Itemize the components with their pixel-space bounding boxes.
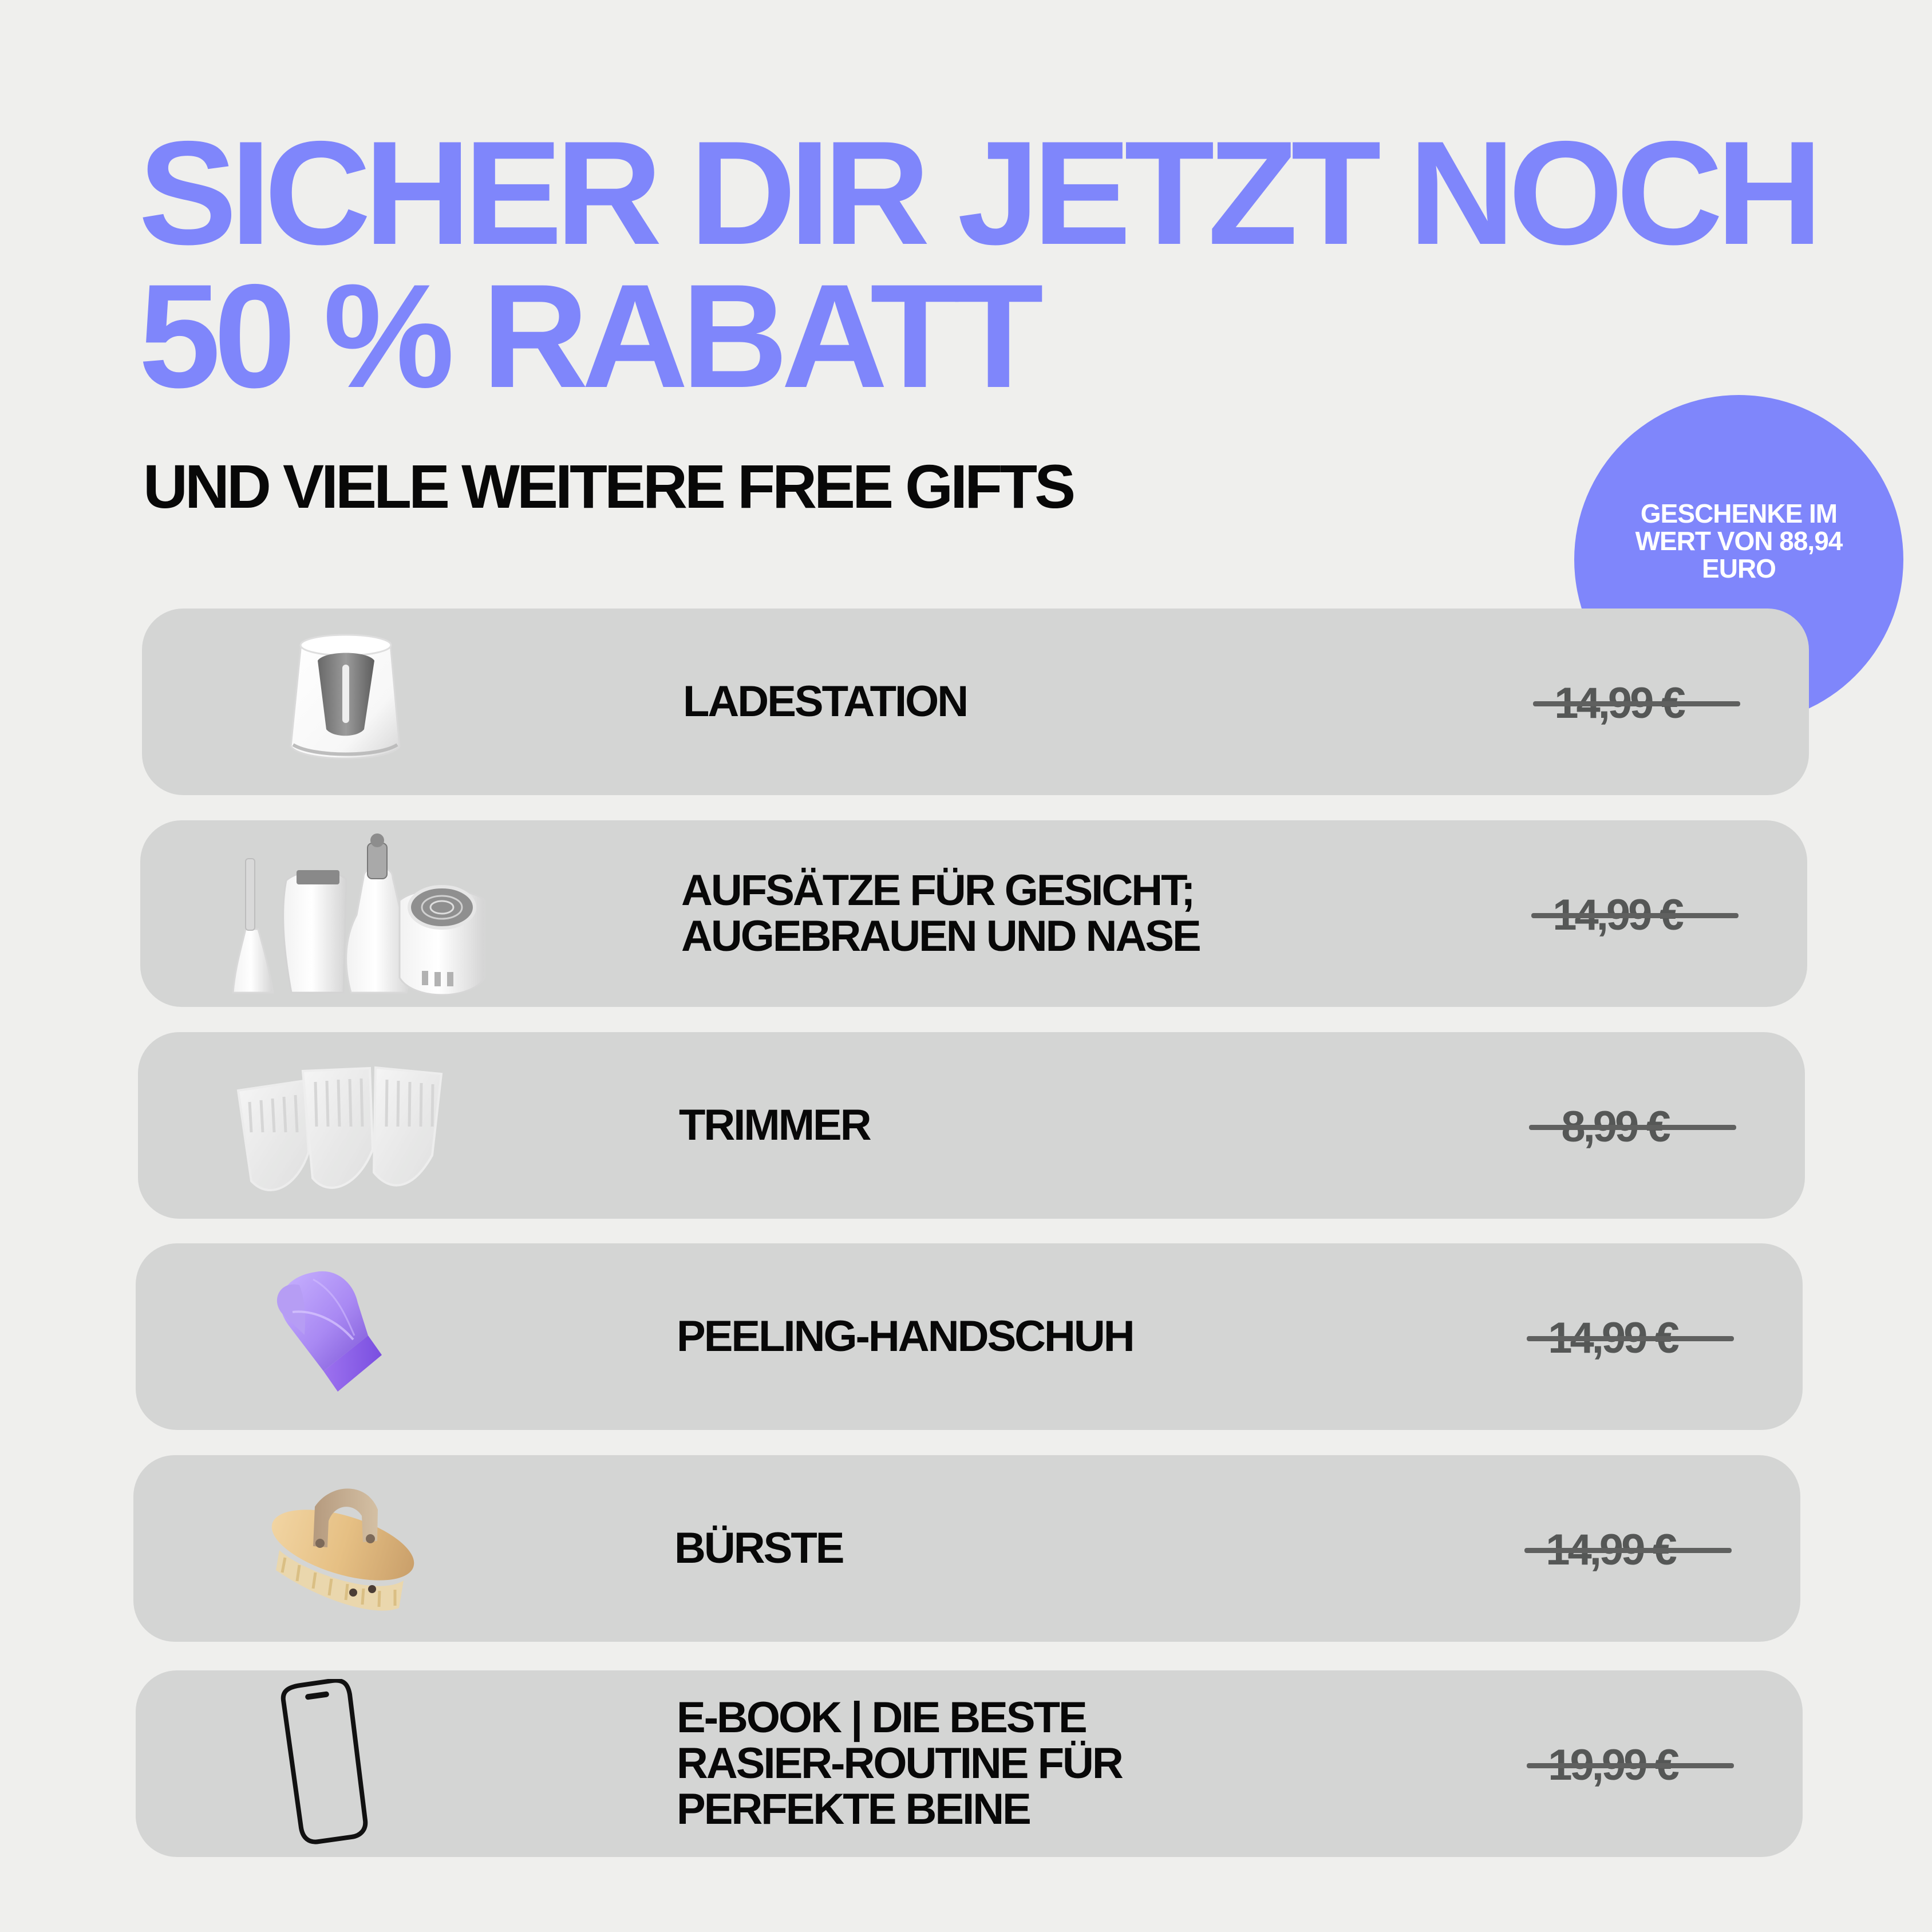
charging-station-icon (211, 617, 497, 787)
price-strikethrough (1533, 701, 1740, 706)
headline-line-1: SICHER DIR JETZT NOCH (139, 110, 1823, 275)
smartphone-icon (204, 1679, 491, 1848)
gift-original-price: 14,99 € (1531, 887, 1743, 944)
brush-icon (202, 1464, 488, 1633)
gift-row-attachments: AUFSÄTZE FÜR GESICHT; AUGEBRAUEN UND NAS… (140, 820, 1807, 1007)
price-strikethrough (1527, 1763, 1734, 1768)
gift-original-price: 8,99 € (1529, 1099, 1741, 1156)
price-strikethrough (1531, 913, 1739, 918)
trimmer-icon (207, 1041, 493, 1210)
gift-name: E-BOOK | DIE BESTE RASIER-ROUTINE FÜR PE… (677, 1693, 1124, 1834)
gift-name: BÜRSTE (674, 1524, 844, 1573)
subheadline: UND VIELE WEITERE FREE GIFTS (143, 452, 1076, 521)
headline: SICHER DIR JETZT NOCH 50 % RABATT (139, 110, 1827, 418)
gift-row-brush: BÜRSTE 14,99 € (133, 1455, 1800, 1642)
gift-row-charging-station: LADESTATION 14,99 € (142, 609, 1809, 795)
gift-name: TRIMMER (679, 1101, 872, 1149)
attachments-icon (209, 829, 495, 998)
gift-original-price: 19,99 € (1527, 1737, 1739, 1794)
gift-row-exfoliating-glove: PEELING-HANDSCHUH 14,99 € (136, 1243, 1803, 1430)
gift-original-price: 14,99 € (1524, 1522, 1736, 1579)
exfoliating-glove-icon (204, 1252, 491, 1421)
gift-name: AUFSÄTZE FÜR GESICHT; AUGEBRAUEN UND NAS… (681, 866, 1202, 961)
headline-line-2: 50 % RABATT (139, 253, 1044, 418)
gift-original-price: 14,99 € (1527, 1310, 1739, 1367)
price-strikethrough (1527, 1336, 1734, 1341)
gift-name: LADESTATION (683, 677, 969, 726)
price-strikethrough (1524, 1548, 1732, 1553)
gift-value-badge-text: GESCHENKE IM WERT VON 88,94 EURO (1635, 499, 1843, 583)
gift-row-ebook: E-BOOK | DIE BESTE RASIER-ROUTINE FÜR PE… (136, 1670, 1803, 1857)
gift-row-trimmer: TRIMMER 8,99 € (138, 1032, 1805, 1219)
price-strikethrough (1529, 1125, 1736, 1130)
gift-name: PEELING-HANDSCHUH (677, 1312, 1135, 1361)
gift-original-price: 14,99 € (1533, 675, 1745, 732)
